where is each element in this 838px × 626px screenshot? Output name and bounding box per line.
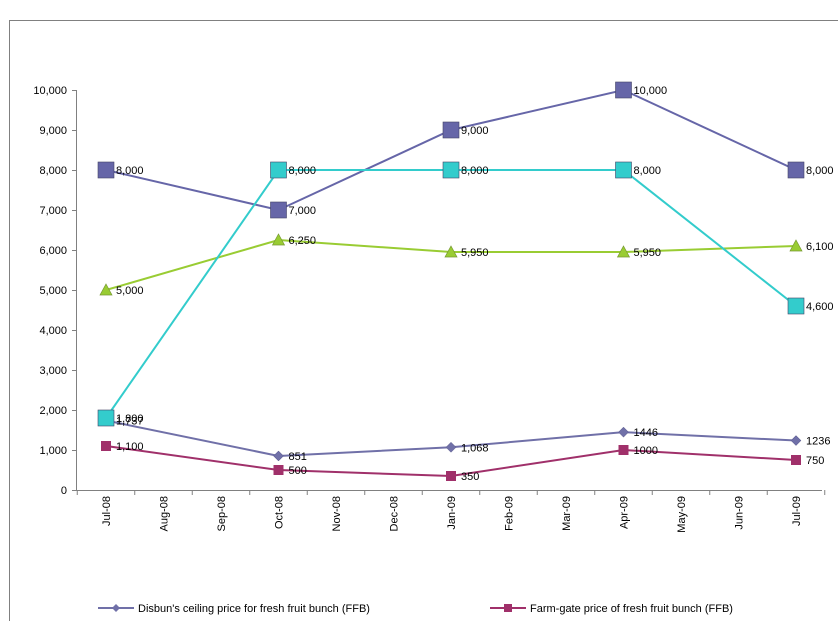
data-point-marker (443, 122, 459, 138)
data-label: 1236 (806, 436, 830, 448)
data-label: 500 (289, 465, 307, 477)
y-tick-label: 3,000 (39, 365, 67, 377)
data-label: 1446 (634, 427, 658, 439)
data-point-marker (791, 436, 801, 446)
data-point-marker (788, 298, 804, 314)
data-label: 8,000 (634, 165, 662, 177)
data-label: 1,068 (461, 442, 489, 454)
data-point-marker (274, 465, 284, 475)
data-point-marker (271, 162, 287, 178)
legend-label: Farm-gate price of fresh fruit bunch (FF… (530, 603, 733, 615)
data-label: 8,000 (289, 165, 317, 177)
x-tick-label: Nov-08 (331, 496, 343, 531)
data-label: 1,100 (116, 441, 144, 453)
x-tick-label: May-09 (676, 496, 688, 533)
axes: 0 1,000 2,000 3,000 4,000 5,000 6,000 7,000 8,00… (33, 85, 824, 533)
y-tick-label: 6,000 (39, 245, 67, 257)
chart-border (10, 21, 838, 622)
x-tick-label: Mar-09 (561, 496, 573, 531)
data-point-marker (619, 445, 629, 455)
legend-marker (504, 604, 512, 612)
data-label: 5,950 (461, 247, 489, 259)
data-point-marker (619, 427, 629, 437)
series-line (106, 170, 796, 418)
data-label: 6,100 (806, 241, 834, 253)
data-label: 750 (806, 455, 824, 467)
data-label: 8,000 (806, 165, 834, 177)
data-point-marker (446, 471, 456, 481)
data-point-marker (616, 162, 632, 178)
data-label: 8,000 (461, 165, 489, 177)
data-label: 9,000 (461, 125, 489, 137)
x-tick-label: Jan-09 (446, 496, 458, 530)
x-tick-label: Jun-09 (734, 496, 746, 530)
data-point-marker (446, 442, 456, 452)
data-point-marker (443, 162, 459, 178)
series-price-of-urea (98, 162, 804, 426)
data-label: 1000 (634, 445, 658, 457)
data-point-marker (98, 410, 114, 426)
data-point-marker (274, 451, 284, 461)
x-tick-label: Feb-09 (504, 496, 516, 531)
x-tick-label: Oct-08 (274, 496, 286, 529)
data-point-marker (271, 202, 287, 218)
data-point-marker (616, 82, 632, 98)
data-label: 6,250 (289, 235, 317, 247)
y-tick-label: 10,000 (33, 85, 67, 97)
data-label: 350 (461, 471, 479, 483)
x-tick-label: Sep-08 (216, 496, 228, 531)
data-label: 5,950 (634, 247, 662, 259)
data-label: 1,800 (116, 413, 144, 425)
y-tick-label: 2,000 (39, 405, 67, 417)
x-tick-label: Aug-08 (159, 496, 171, 531)
y-tick-label: 7,000 (39, 205, 67, 217)
y-tick-label: 0 (61, 485, 67, 497)
series-layer (98, 82, 804, 481)
x-tick-label: Jul-09 (791, 496, 803, 526)
series-line (106, 90, 796, 210)
y-tick-label: 5,000 (39, 285, 67, 297)
x-tick-label: Jul-08 (101, 496, 113, 526)
legend: Disbun's ceiling price for fresh fruit b… (98, 603, 733, 621)
y-tick-label: 8,000 (39, 165, 67, 177)
data-label: 10,000 (634, 85, 668, 97)
data-label: 7,000 (289, 205, 317, 217)
y-tick-label: 4,000 (39, 325, 67, 337)
data-point-marker (101, 441, 111, 451)
x-tick-label: Dec-08 (389, 496, 401, 531)
data-label: 5,000 (116, 285, 144, 297)
legend-item: Farm-gate price of fresh fruit bunch (FF… (490, 603, 733, 615)
data-label: 4,600 (806, 301, 834, 313)
x-tick-label: Apr-09 (619, 496, 631, 529)
y-tick-label: 1,000 (39, 445, 67, 457)
y-tick-label: 9,000 (39, 125, 67, 137)
legend-marker (112, 604, 120, 612)
series-price-of-rice (100, 234, 802, 295)
data-label: 8,000 (116, 165, 144, 177)
data-point-marker (791, 455, 801, 465)
series-price-of-cooking-oil (98, 82, 804, 218)
legend-label: Disbun's ceiling price for fresh fruit b… (138, 603, 370, 615)
data-label: 851 (289, 451, 307, 463)
data-point-marker (788, 162, 804, 178)
data-point-marker (98, 162, 114, 178)
legend-item: Disbun's ceiling price for fresh fruit b… (98, 603, 370, 615)
